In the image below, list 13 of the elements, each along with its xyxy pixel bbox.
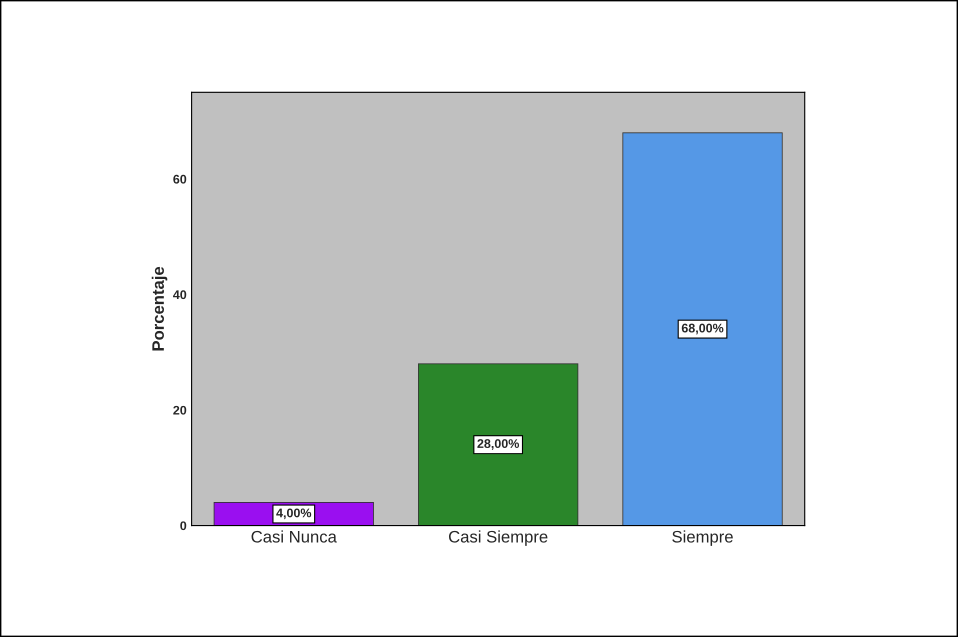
x-tick-label: Casi Nunca	[252, 530, 337, 543]
x-tick-label: Casi Siempre	[448, 530, 548, 546]
y-tick-label: 60	[173, 174, 186, 184]
y-tick-label: 0	[180, 521, 186, 530]
bar	[622, 132, 783, 526]
y-tick-label: 20	[173, 406, 186, 415]
bar	[418, 363, 578, 526]
y-tick-label: 40	[173, 290, 186, 300]
x-tick-label: Siempre	[672, 530, 733, 546]
data-label: 28,00%	[477, 439, 520, 450]
data-label: 4,00%	[276, 508, 312, 520]
y-axis-title: Porcentaje	[152, 266, 168, 350]
data-label: 68,00%	[682, 324, 724, 334]
